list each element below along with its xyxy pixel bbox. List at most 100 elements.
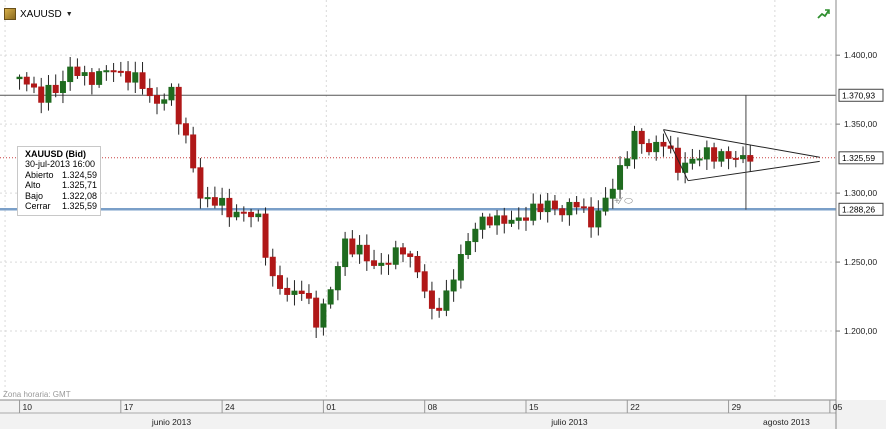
info-label: Alto (25, 180, 41, 191)
info-value: 1.324,59 (61, 169, 97, 180)
candle-body (153, 95, 160, 104)
candle-body (190, 134, 197, 169)
y-tick-label: 1.400,00 (844, 50, 877, 60)
candle-body (284, 287, 291, 295)
candle-body (530, 203, 537, 221)
info-value: 1.322,08 (61, 190, 97, 201)
candle-body (515, 217, 522, 221)
candle-body (23, 76, 30, 85)
candle-body (262, 213, 269, 258)
candle-body (378, 262, 385, 266)
candle-body (356, 244, 363, 255)
candle-body (349, 238, 356, 255)
candle-body (559, 208, 566, 216)
info-label: Cerrar (25, 201, 51, 212)
candle-body (175, 86, 182, 125)
candle-body (624, 158, 631, 167)
candle-body (334, 266, 341, 291)
candle-body (696, 158, 703, 161)
candle-body (16, 76, 23, 80)
candle-body (31, 83, 38, 88)
candle-body (313, 297, 320, 328)
candle-body (689, 158, 696, 164)
candle-body (457, 254, 464, 281)
candle-body (660, 141, 667, 147)
info-title: XAUUSD (Bid) (25, 149, 86, 159)
candle-body (465, 241, 472, 256)
candle-body (486, 216, 493, 226)
candle-body (197, 167, 204, 199)
candle-body (436, 307, 443, 311)
candle-body (38, 86, 45, 103)
info-row-close: Cerrar 1.325,59 (21, 201, 97, 212)
candle-body (125, 71, 132, 83)
candle-body (479, 216, 486, 230)
trend-arrow-icon[interactable] (817, 7, 830, 20)
candle-body (421, 271, 428, 292)
candle-body (139, 72, 146, 89)
candle-body (588, 206, 595, 228)
candle-body (103, 70, 110, 73)
candle-body (204, 197, 211, 200)
level-price-tag (838, 202, 884, 216)
candle-body (74, 66, 81, 76)
triangle-lower-line (687, 160, 820, 182)
candle-body (146, 87, 153, 97)
candle-body (342, 238, 349, 268)
candle-body (211, 197, 218, 206)
month-label: junio 2013 (151, 417, 192, 427)
drawing-tools-icon[interactable]: +⁄ ⬭ (614, 196, 633, 207)
grid-layer (0, 0, 836, 400)
candle-body (255, 213, 262, 218)
candle-body (522, 217, 529, 221)
candle-body (747, 155, 754, 162)
symbol-name: XAUUSD (20, 8, 62, 20)
candle-body (385, 262, 392, 265)
ohlc-info-box: XAUUSD (Bid) 30-jul-2013 16:00 Abierto 1… (17, 146, 101, 216)
candle-body (703, 147, 710, 160)
level-price-tag (838, 88, 884, 102)
candle-body (327, 289, 334, 305)
candle-body (645, 143, 652, 153)
symbol-selector[interactable]: XAUUSD ▼ (4, 5, 73, 23)
candle-body (602, 197, 609, 212)
candle-layer (16, 56, 754, 338)
candle-body (580, 206, 587, 209)
candle-body (269, 256, 276, 277)
candle-body (399, 247, 406, 255)
candle-body (110, 70, 117, 73)
level-price-label: 1.370,93 (842, 90, 875, 100)
info-row-high: Alto 1.325,71 (21, 180, 97, 191)
candle-body (132, 72, 139, 83)
candle-body (248, 211, 255, 218)
candle-body (298, 290, 305, 294)
candle-body (182, 123, 189, 136)
candle-body (537, 203, 544, 213)
y-tick-label: 1.300,00 (844, 188, 877, 198)
x-tick-label: 22 (630, 402, 640, 412)
level-price-label: 1.288,26 (842, 204, 875, 214)
candle-body (305, 292, 312, 299)
candle-body (117, 70, 124, 73)
x-tick-label: 15 (529, 402, 539, 412)
candle-body (81, 72, 88, 76)
month-label: agosto 2013 (763, 417, 810, 427)
x-tick-label: 17 (124, 402, 134, 412)
candle-body (407, 253, 414, 257)
candle-body (544, 200, 551, 213)
candle-body (566, 201, 573, 216)
candle-body (67, 66, 74, 83)
candle-body (450, 279, 457, 292)
candle-body (653, 141, 660, 153)
candle-body (226, 197, 233, 218)
timezone-label: Zona horaria: GMT (3, 390, 71, 399)
current-price-label: 1.325,59 (842, 153, 875, 163)
candle-body (551, 200, 558, 210)
candle-body (573, 201, 580, 208)
x-tick-label: 29 (732, 402, 742, 412)
candle-body (682, 162, 689, 173)
month-label: julio 2013 (550, 417, 588, 427)
candle-body (595, 210, 602, 228)
